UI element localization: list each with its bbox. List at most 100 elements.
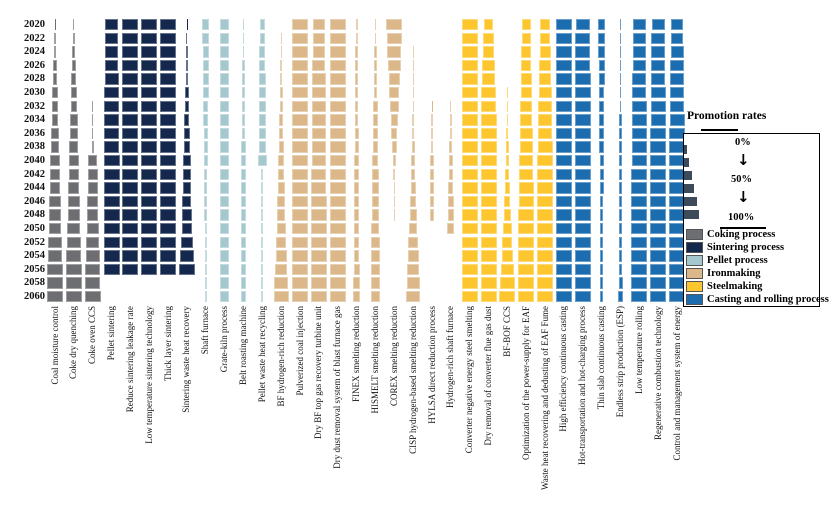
promotion-rate-bar	[312, 100, 326, 112]
tech-label: COREX smelting reduction	[388, 306, 399, 406]
promotion-rate-bar	[292, 250, 309, 262]
promotion-rate-bar	[104, 32, 119, 44]
promotion-rate-bar	[329, 182, 346, 194]
tech-label: HYLSA direct reduction process	[426, 306, 437, 424]
promotion-rate-bar	[52, 87, 58, 99]
promotion-rate-bar	[670, 46, 684, 58]
promotion-rate-bar	[631, 195, 648, 208]
promotion-rate-bar	[505, 155, 510, 167]
promotion-rate-bar	[87, 168, 98, 180]
promotion-rate-bar	[461, 168, 478, 180]
promotion-rate-bar	[619, 182, 622, 194]
promotion-rate-bar	[259, 46, 266, 58]
promotion-rate-bar	[141, 59, 158, 72]
promotion-rate-bar	[122, 114, 139, 126]
promotion-rate-bar	[329, 19, 346, 31]
promotion-rate-bar	[241, 182, 246, 194]
promotion-rate-bar	[279, 87, 283, 99]
promotion-rate-bar	[280, 32, 282, 44]
promotion-rate-bar	[374, 19, 377, 31]
promotion-rate-bar	[410, 195, 417, 208]
promotion-rate-bar	[311, 209, 327, 221]
promotion-rate-bar	[480, 291, 497, 303]
tech-label: BF hydrogen-rich reduction	[275, 306, 286, 407]
promotion-rate-bar	[141, 87, 158, 99]
down-arrow-icon: ↓	[737, 188, 750, 206]
scale-ramp-bar	[684, 210, 699, 219]
promotion-rate-bar	[50, 168, 60, 180]
promotion-rate-bar	[292, 32, 309, 44]
promotion-rate-bar	[355, 87, 359, 99]
promotion-rate-bar	[141, 114, 158, 126]
promotion-rate-bar	[537, 263, 554, 276]
promotion-rate-bar	[220, 73, 230, 85]
promotion-rate-bar	[160, 19, 177, 31]
tech-label: Belt roasting machine	[238, 306, 248, 385]
promotion-rate-bar	[389, 87, 400, 99]
promotion-rate-bar	[574, 182, 591, 194]
promotion-rate-bar	[103, 209, 120, 221]
promotion-rate-bar	[412, 46, 414, 58]
promotion-rate-bar	[574, 263, 591, 276]
legend-swatch	[686, 281, 703, 292]
promotion-rate-bar	[430, 168, 434, 180]
promotion-rate-bar	[49, 209, 61, 221]
promotion-rate-bar	[429, 209, 435, 221]
promotion-rate-bar	[506, 114, 509, 126]
promotion-rate-bar	[66, 236, 81, 248]
promotion-rate-bar	[555, 155, 572, 167]
legend-label: Casting and rolling process	[707, 294, 829, 305]
promotion-rate-bar	[670, 73, 684, 85]
promotion-rate-bar	[329, 155, 346, 167]
promotion-rate-bar	[671, 19, 684, 31]
promotion-rate-bar	[669, 87, 685, 99]
promotion-rate-bar	[141, 263, 158, 276]
promotion-rate-bar	[480, 223, 497, 235]
promotion-rate-bar	[650, 277, 667, 289]
promotion-rate-bar	[480, 277, 497, 289]
promotion-rate-bar	[574, 223, 591, 235]
tech-label: Pellet waste heat recycling	[256, 306, 267, 403]
promotion-rate-bar	[393, 182, 395, 194]
promotion-rate-bar	[631, 263, 648, 276]
promotion-rate-bar	[386, 32, 402, 44]
promotion-rate-bar	[480, 114, 497, 126]
promotion-rate-bar	[521, 19, 531, 31]
promotion-rate-bar	[461, 195, 478, 208]
promotion-rate-bar	[371, 223, 380, 235]
promotion-rate-bar	[669, 291, 686, 303]
year-label: 2058	[24, 277, 45, 289]
promotion-rate-bar	[539, 46, 551, 58]
promotion-rate-bar	[329, 127, 346, 140]
promotion-rate-bar	[160, 114, 177, 126]
promotion-rate-bar	[370, 277, 380, 289]
promotion-rate-bar	[480, 250, 497, 262]
promotion-rate-bar	[87, 182, 98, 194]
promotion-rate-bar	[353, 263, 360, 276]
promotion-rate-bar	[241, 155, 246, 167]
promotion-rate-bar	[85, 277, 101, 289]
promotion-rate-bar	[51, 100, 59, 112]
promotion-rate-bar	[408, 223, 418, 235]
promotion-rate-bar	[521, 32, 531, 44]
tech-label: Thick layer sintering	[162, 306, 173, 381]
promotion-rate-bar	[669, 277, 686, 289]
promotion-rate-bar	[480, 168, 497, 180]
promotion-rate-bar	[631, 291, 648, 303]
promotion-rate-bar	[431, 100, 433, 112]
promotion-rate-bar	[47, 263, 63, 276]
promotion-rate-bar	[122, 32, 139, 44]
promotion-rate-bar	[538, 87, 552, 99]
promotion-rate-bar	[537, 182, 554, 194]
promotion-rate-bar	[461, 87, 478, 99]
promotion-rate-bar	[389, 100, 399, 112]
promotion-rate-bar	[181, 223, 193, 235]
promotion-rate-bar	[204, 168, 208, 180]
promotion-rate-bar	[539, 59, 551, 72]
promotion-rate-bar	[461, 223, 478, 235]
promotion-rate-bar	[312, 19, 325, 31]
promotion-rate-bar	[600, 277, 604, 289]
legend-swatch	[686, 268, 703, 279]
promotion-rate-bar	[431, 127, 433, 140]
promotion-rate-bar	[92, 114, 94, 126]
